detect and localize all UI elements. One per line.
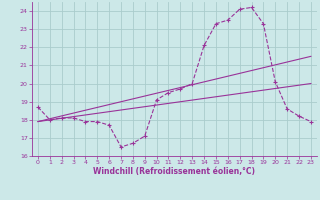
X-axis label: Windchill (Refroidissement éolien,°C): Windchill (Refroidissement éolien,°C) xyxy=(93,167,255,176)
